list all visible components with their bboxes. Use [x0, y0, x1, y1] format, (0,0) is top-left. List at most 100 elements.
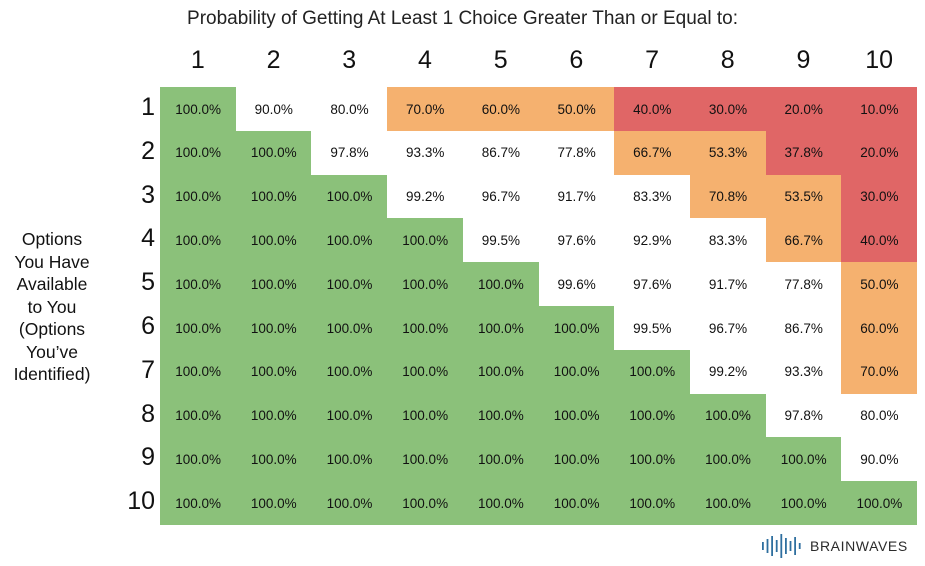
column-header: 8	[720, 46, 735, 74]
probability-cell: 100.0%	[462, 393, 539, 438]
probability-cell: 100.0%	[614, 437, 691, 482]
probability-cell: 50.0%	[538, 87, 615, 132]
probability-cell: 100.0%	[235, 262, 312, 307]
column-header: 10	[865, 46, 894, 74]
probability-cell: 100.0%	[311, 218, 388, 263]
probability-cell: 97.6%	[538, 218, 615, 263]
row-header: 5	[141, 268, 155, 297]
probability-cell: 100.0%	[538, 349, 615, 395]
probability-cell: 93.3%	[387, 130, 464, 176]
probability-cell: 92.9%	[614, 218, 691, 263]
probability-cell: 99.5%	[462, 218, 539, 263]
probability-cell: 100.0%	[462, 262, 539, 307]
probability-cell: 100.0%	[235, 130, 312, 176]
row-header: 6	[141, 312, 155, 340]
probability-cell: 100.0%	[311, 393, 388, 438]
probability-cell: 100.0%	[311, 481, 388, 526]
probability-cell: 100.0%	[160, 174, 237, 219]
column-header: 6	[569, 46, 584, 74]
probability-cell: 77.8%	[765, 262, 842, 307]
probability-cell: 100.0%	[235, 437, 312, 482]
probability-cell: 100.0%	[538, 393, 615, 438]
probability-cell: 80.0%	[841, 393, 918, 438]
probability-cell: 83.3%	[689, 218, 767, 263]
probability-cell: 99.5%	[614, 306, 691, 351]
probability-cell: 99.2%	[387, 174, 464, 219]
column-header: 2	[266, 46, 281, 74]
waveform-bar	[780, 534, 783, 558]
row-header: 3	[141, 180, 155, 209]
row-header: 9	[141, 443, 155, 472]
row-header: 4	[141, 224, 155, 253]
probability-cell: 99.6%	[538, 262, 615, 307]
probability-cell: 100.0%	[160, 481, 237, 526]
probability-cell: 70.8%	[689, 174, 767, 219]
probability-cell: 86.7%	[765, 306, 842, 351]
probability-cell: 100.0%	[538, 306, 615, 351]
probability-cell: 66.7%	[765, 218, 842, 263]
probability-cell: 30.0%	[841, 174, 918, 219]
probability-cell: 40.0%	[614, 87, 691, 132]
column-header: 3	[342, 46, 357, 74]
probability-cell: 100.0%	[311, 174, 388, 219]
probability-cell: 86.7%	[462, 130, 539, 176]
probability-cell: 100.0%	[311, 262, 388, 307]
column-header: 9	[796, 46, 811, 74]
probability-cell: 50.0%	[841, 262, 918, 307]
row-header: 2	[141, 136, 155, 165]
probability-cell: 96.7%	[689, 306, 767, 351]
row-header: 10	[127, 487, 155, 516]
probability-cell: 100.0%	[614, 481, 691, 526]
probability-cell: 100.0%	[614, 393, 691, 438]
probability-cell: 96.7%	[462, 174, 539, 219]
probability-cell: 77.8%	[538, 130, 615, 176]
probability-cell: 90.0%	[235, 87, 312, 132]
probability-cell: 91.7%	[689, 262, 767, 307]
probability-cell: 97.8%	[765, 393, 842, 438]
probability-cell: 66.7%	[614, 130, 691, 176]
waveform-bar	[794, 537, 796, 555]
waveform-icon	[762, 534, 801, 558]
probability-cell: 100.0%	[387, 218, 464, 263]
probability-cell: 20.0%	[765, 87, 842, 132]
probability-cell: 100.0%	[387, 349, 464, 395]
probability-cell: 70.0%	[841, 349, 918, 395]
probability-cell: 100.0%	[160, 130, 237, 176]
probability-cell: 99.2%	[689, 349, 767, 395]
probability-cell: 60.0%	[462, 87, 539, 132]
chart-title: Probability of Getting At Least 1 Choice…	[187, 8, 738, 29]
probability-grid: 100.0% 90.0% 80.0% 70.0% 60.0% 50.0% 40.0% 30.0…	[160, 87, 918, 526]
probability-cell: 83.3%	[614, 174, 691, 219]
waveform-bar	[775, 540, 778, 552]
probability-cell: 100.0%	[235, 393, 312, 438]
probability-cell: 100.0%	[538, 437, 615, 482]
brand-name: BRAINWAVES	[810, 538, 908, 554]
probability-cell: 100.0%	[462, 306, 539, 351]
probability-cell: 100.0%	[160, 393, 237, 438]
probability-cell: 37.8%	[765, 130, 842, 176]
probability-cell: 53.3%	[689, 130, 767, 176]
column-header: 4	[417, 46, 432, 74]
probability-cell: 97.6%	[614, 262, 691, 307]
probability-cell: 100.0%	[387, 393, 464, 438]
waveform-bar	[789, 541, 792, 551]
column-header: 7	[645, 46, 659, 74]
probability-cell: 10.0%	[841, 87, 918, 132]
waveform-bar	[766, 539, 769, 553]
probability-cell: 100.0%	[160, 437, 237, 482]
probability-cell: 100.0%	[160, 218, 237, 263]
probability-cell: 97.8%	[311, 130, 388, 176]
probability-cell: 100.0%	[160, 306, 237, 351]
probability-cell: 100.0%	[765, 481, 842, 526]
probability-cell: 90.0%	[841, 437, 918, 482]
probability-cell: 100.0%	[689, 437, 767, 482]
probability-cell: 40.0%	[841, 218, 918, 263]
probability-cell: 100.0%	[462, 437, 539, 482]
probability-cell: 70.0%	[387, 87, 464, 132]
probability-cell: 100.0%	[160, 87, 237, 132]
probability-cell: 100.0%	[462, 349, 539, 395]
probability-cell: 100.0%	[311, 306, 388, 351]
probability-cell: 100.0%	[387, 437, 464, 482]
probability-cell: 100.0%	[765, 437, 842, 482]
probability-cell: 100.0%	[841, 481, 918, 526]
